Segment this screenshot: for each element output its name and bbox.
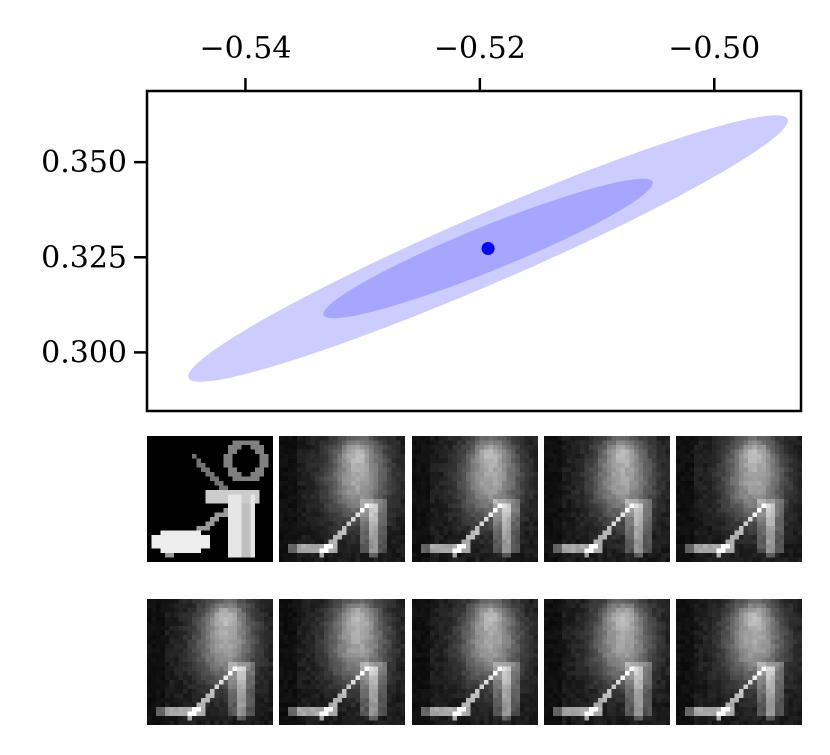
x-tick-label: −0.50: [668, 31, 760, 66]
reconstruction-image: [279, 436, 405, 562]
x-tick-label: −0.52: [434, 31, 526, 66]
reconstruction-image: [676, 599, 802, 725]
reconstruction-image: [544, 599, 670, 725]
axes-frame: [145, 89, 803, 413]
original-image: [147, 436, 273, 562]
x-tick-label: −0.54: [199, 31, 291, 66]
y-tick-label: 0.325: [41, 240, 127, 275]
posterior-plot: −0.54 −0.52 −0.50 0.300 0.325 0.350: [41, 31, 803, 413]
reconstruction-image: [279, 599, 405, 725]
reconstruction-image: [544, 436, 670, 562]
reconstruction-image: [412, 599, 538, 725]
y-tick-label: 0.350: [41, 145, 127, 180]
mean-point: [481, 242, 495, 256]
x-axis-top: −0.54 −0.52 −0.50: [199, 31, 760, 91]
reconstruction-image: [676, 436, 802, 562]
reconstruction-image: [412, 436, 538, 562]
y-tick-label: 0.300: [41, 335, 127, 370]
point-layer: [481, 242, 495, 256]
reconstruction-image: [147, 599, 273, 725]
y-axis-left: 0.300 0.325 0.350: [41, 145, 147, 370]
